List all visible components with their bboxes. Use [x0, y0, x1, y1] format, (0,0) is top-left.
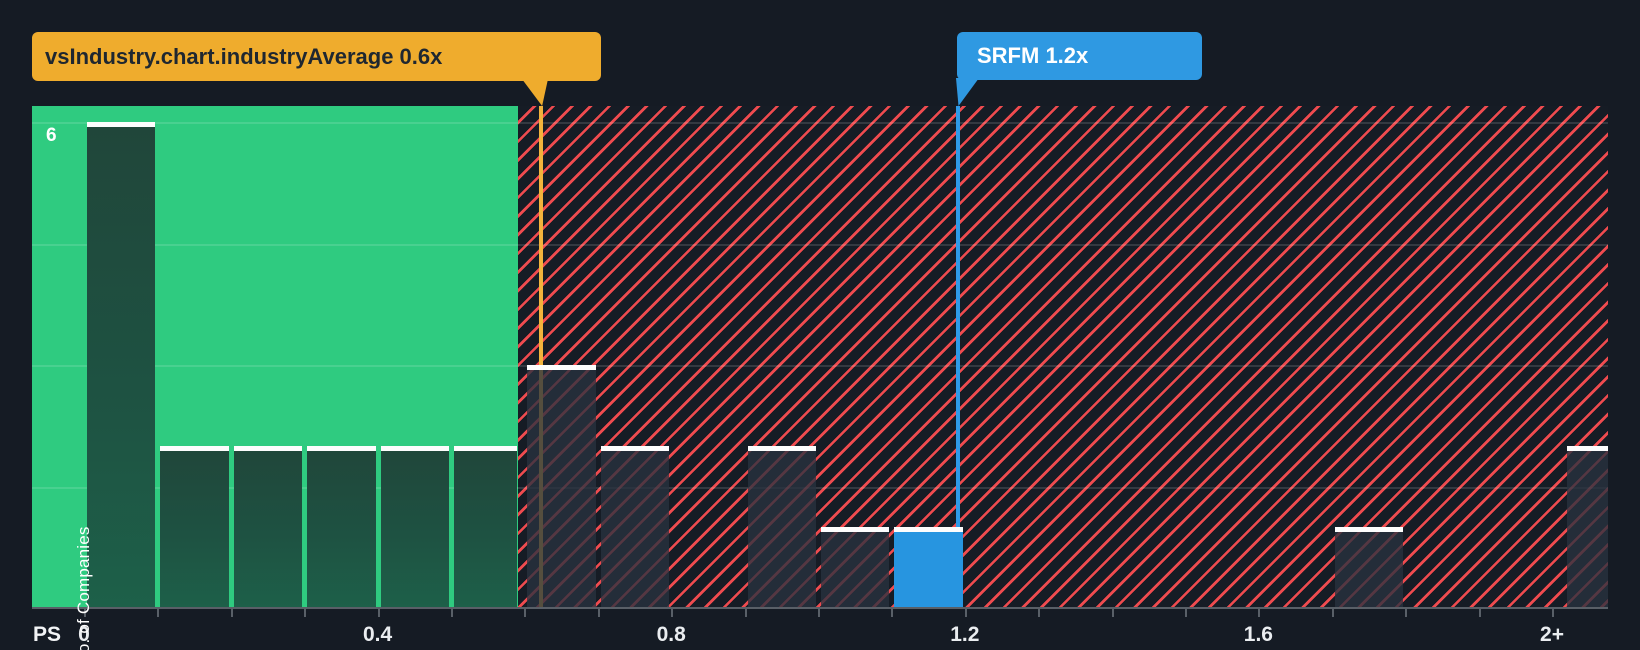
- x-tick-mark: [1185, 609, 1187, 617]
- industry-average-tooltip-pointer: [521, 79, 548, 106]
- x-tick-label-0: 0: [78, 623, 90, 646]
- x-tick-label-1.6: 1.6: [1243, 623, 1273, 646]
- x-tick-mark: [524, 609, 527, 617]
- bar-top-stroke: [527, 365, 596, 370]
- gridline-3: [32, 365, 1608, 367]
- industry-average-line: [539, 106, 543, 608]
- x-tick-mark: [744, 609, 747, 617]
- bar-top-stroke: [233, 446, 303, 451]
- bar-top-stroke: [307, 446, 376, 451]
- x-tick-mark: [891, 609, 894, 617]
- bar-0.2[interactable]: [233, 446, 303, 608]
- x-tick-mark: [1111, 609, 1114, 617]
- x-tick-mark: [84, 609, 86, 617]
- bar-top-stroke: [1334, 527, 1404, 532]
- x-tick-mark: [230, 609, 233, 617]
- bar-1.7[interactable]: [1334, 527, 1404, 608]
- gridline-6: [32, 122, 1608, 124]
- bar-0.9[interactable]: [747, 446, 816, 608]
- x-tick-mark: [451, 609, 453, 617]
- x-tick-mark: [1038, 609, 1041, 617]
- x-axis-title: PS: [33, 623, 62, 646]
- x-tick-mark: [964, 609, 967, 617]
- industry-average-tooltip-text: vsIndustry.chart.industryAverage 0.6x: [45, 43, 443, 69]
- x-tick-mark: [818, 609, 820, 617]
- bar-top-stroke: [1567, 446, 1608, 451]
- bar-0.7[interactable]: [600, 446, 670, 608]
- gridline-1.5: [32, 486, 1608, 489]
- industry-average-tooltip: vsIndustry.chart.industryAverage 0.6x: [32, 32, 601, 81]
- y-tick-label-6: 6: [46, 125, 57, 146]
- bar-2-plus[interactable]: [1567, 446, 1608, 608]
- x-tick-mark: [1331, 609, 1334, 617]
- x-tick-mark: [304, 609, 307, 617]
- bar-top-stroke: [894, 527, 963, 532]
- bar-1[interactable]: [821, 527, 890, 608]
- x-tick-mark: [1478, 609, 1481, 617]
- x-tick-mark: [1552, 609, 1554, 617]
- company-marker-line: [956, 106, 960, 527]
- plot-area: No. of Companies: [32, 106, 1608, 650]
- bar-0.5[interactable]: [454, 446, 517, 608]
- x-tick-label-1.2: 1.2: [950, 623, 980, 646]
- bar-top-stroke: [600, 446, 670, 451]
- x-tick-mark: [377, 609, 380, 617]
- bar-top-stroke: [454, 446, 517, 451]
- bar-top-stroke: [747, 446, 816, 451]
- bar-0.1[interactable]: [160, 446, 229, 608]
- x-tick-mark: [1405, 609, 1408, 617]
- x-tick-mark: [1258, 609, 1261, 617]
- gridline-4.5: [32, 243, 1608, 246]
- above-average-hatched-zone: [518, 106, 1608, 608]
- x-tick-mark: [671, 609, 674, 617]
- bar-0.4[interactable]: [380, 446, 449, 608]
- bar-0.6[interactable]: [527, 365, 596, 608]
- x-tick-label-0.8: 0.8: [656, 623, 686, 646]
- x-axis-line: [32, 607, 1608, 609]
- bar-top-stroke: [380, 446, 449, 451]
- bar-top-stroke: [821, 527, 890, 532]
- x-tick-mark: [597, 609, 600, 617]
- y-axis-title: No. of Companies: [74, 526, 93, 650]
- bar-top-stroke: [87, 122, 156, 127]
- company-tooltip-text: SRFM 1.2x: [977, 43, 1089, 68]
- bar-srfm-1.1[interactable]: [894, 527, 963, 608]
- bar-0[interactable]: [87, 122, 156, 608]
- x-tick-label-2+: 2+: [1540, 623, 1564, 646]
- bar-top-stroke: [160, 446, 229, 451]
- x-tick-label-0.4: 0.4: [362, 623, 393, 646]
- bar-0.3[interactable]: [307, 446, 376, 608]
- company-tooltip: SRFM 1.2x: [957, 32, 1202, 80]
- company-tooltip-pointer: [956, 78, 979, 106]
- x-tick-mark: [157, 609, 160, 617]
